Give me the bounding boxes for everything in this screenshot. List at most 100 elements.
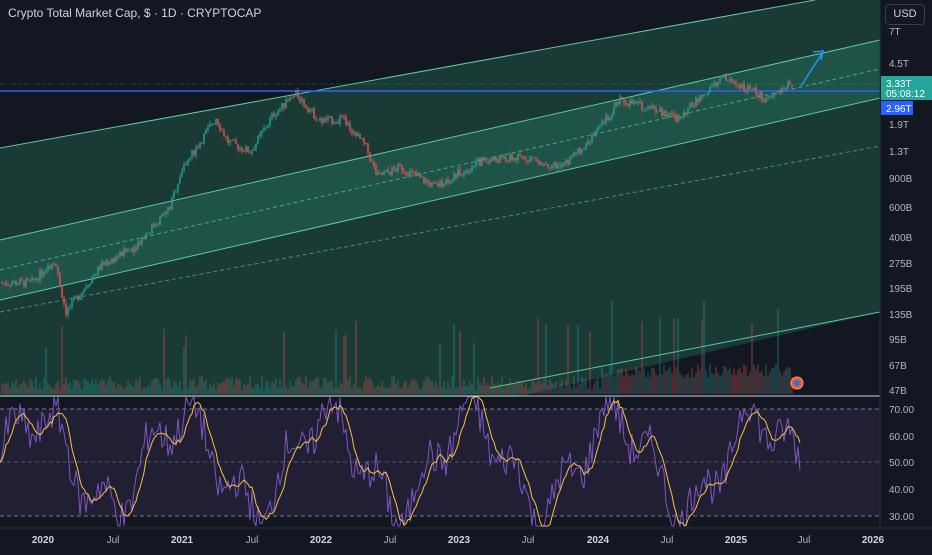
candle-body	[253, 149, 255, 151]
candle-body	[317, 119, 319, 121]
volume-bar	[7, 383, 9, 394]
candle-body	[699, 94, 701, 102]
candle-body	[671, 112, 673, 114]
volume-bar	[701, 320, 703, 394]
projection-arrow[interactable]	[800, 51, 824, 87]
volume-bar	[539, 381, 541, 394]
volume-bar	[561, 379, 563, 394]
event-marker-inner	[794, 380, 800, 386]
volume-bar	[135, 379, 137, 394]
volume-bar	[485, 385, 487, 394]
volume-bar	[299, 377, 301, 394]
candle-body	[389, 172, 391, 175]
rsi-tick-label: 50.00	[889, 458, 914, 469]
volume-bar	[57, 381, 59, 394]
volume-bar	[249, 376, 251, 394]
candle-body	[409, 170, 411, 176]
candle-body	[775, 92, 777, 95]
candle-body	[399, 164, 401, 166]
volume-bar	[441, 387, 443, 394]
candle-body	[209, 124, 211, 127]
candle-body	[469, 171, 471, 173]
candle-body	[351, 129, 353, 134]
outer-channel-lower	[489, 311, 881, 389]
candle-body	[655, 108, 657, 113]
volume-bar	[763, 376, 765, 394]
candle-body	[569, 156, 571, 165]
volume-bar	[177, 386, 179, 394]
volume-bar	[233, 386, 235, 394]
candle-body	[339, 115, 341, 124]
volume-bar	[683, 377, 685, 394]
candle-body	[427, 180, 429, 183]
candle-body	[83, 288, 85, 293]
time-axis[interactable]: 2020 Jul 2021 Jul 2022 Jul 2023 Jul 2024 Jul 2025 J…	[32, 535, 885, 546]
volume-bar	[489, 385, 491, 394]
candle-body	[599, 125, 601, 127]
volume-bar	[125, 386, 127, 394]
volume-bar	[725, 367, 727, 394]
volume-bar	[631, 374, 633, 394]
candle-body	[249, 152, 251, 154]
candle-body	[405, 171, 407, 174]
volume-bar	[691, 367, 693, 394]
volume-bar	[101, 378, 103, 394]
volume-bar	[703, 300, 705, 394]
volume-bar	[457, 387, 459, 394]
rsi-tick-label: 70.00	[889, 405, 914, 416]
rsi-axis[interactable]: 70.00 60.00 50.00 40.00 30.00	[889, 405, 914, 523]
volume-bar	[39, 383, 41, 394]
candle-body	[577, 148, 579, 154]
candle-body	[503, 155, 505, 158]
volume-bar	[251, 386, 253, 394]
candle-body	[765, 98, 767, 102]
volume-bar	[115, 388, 117, 394]
candle-body	[533, 157, 535, 159]
candle-body	[451, 179, 453, 181]
currency-button[interactable]: USD	[885, 4, 925, 25]
candle-body	[403, 170, 405, 172]
volume-bar	[23, 380, 25, 394]
price-tick-label: 1.9T	[889, 120, 909, 131]
candle-body	[301, 98, 303, 102]
volume-bar	[207, 389, 209, 394]
candle-body	[625, 102, 627, 105]
candle-body	[513, 158, 515, 161]
candle-body	[375, 166, 377, 175]
volume-bar	[153, 379, 155, 394]
candle-body	[539, 161, 541, 165]
time-tick-label: Jul	[107, 535, 120, 546]
candle-body	[29, 279, 31, 281]
volume-bar	[139, 376, 141, 394]
candle-body	[535, 158, 537, 160]
candle-body	[761, 91, 763, 100]
volume-bar	[741, 373, 743, 394]
volume-bar	[747, 375, 749, 394]
volume-bar	[513, 383, 515, 394]
candle-body	[293, 95, 295, 98]
volume-bar	[3, 384, 5, 394]
candle-body	[639, 101, 641, 103]
candle-body	[305, 105, 307, 108]
candle-body	[471, 166, 473, 172]
volume-bar	[197, 385, 199, 394]
time-tick-label: Jul	[798, 535, 811, 546]
volume-bar	[595, 380, 597, 394]
candle-body	[719, 78, 721, 83]
candle-body	[45, 270, 47, 274]
volume-bar	[463, 379, 465, 394]
volume-bar	[789, 367, 791, 394]
candle-body	[473, 165, 475, 167]
volume-bar	[289, 380, 291, 394]
candle-body	[593, 135, 595, 137]
price-axis[interactable]: 7T 4.5T 1.9T 1.3T 900B 600B 400B 275B 195B 135B 95…	[889, 27, 913, 397]
candle-body	[135, 247, 137, 250]
volume-bar	[623, 376, 625, 394]
candle-body	[417, 174, 419, 176]
candle-body	[627, 104, 629, 107]
candle-body	[689, 103, 691, 109]
volume-bar	[345, 334, 347, 394]
volume-bar	[531, 381, 533, 394]
